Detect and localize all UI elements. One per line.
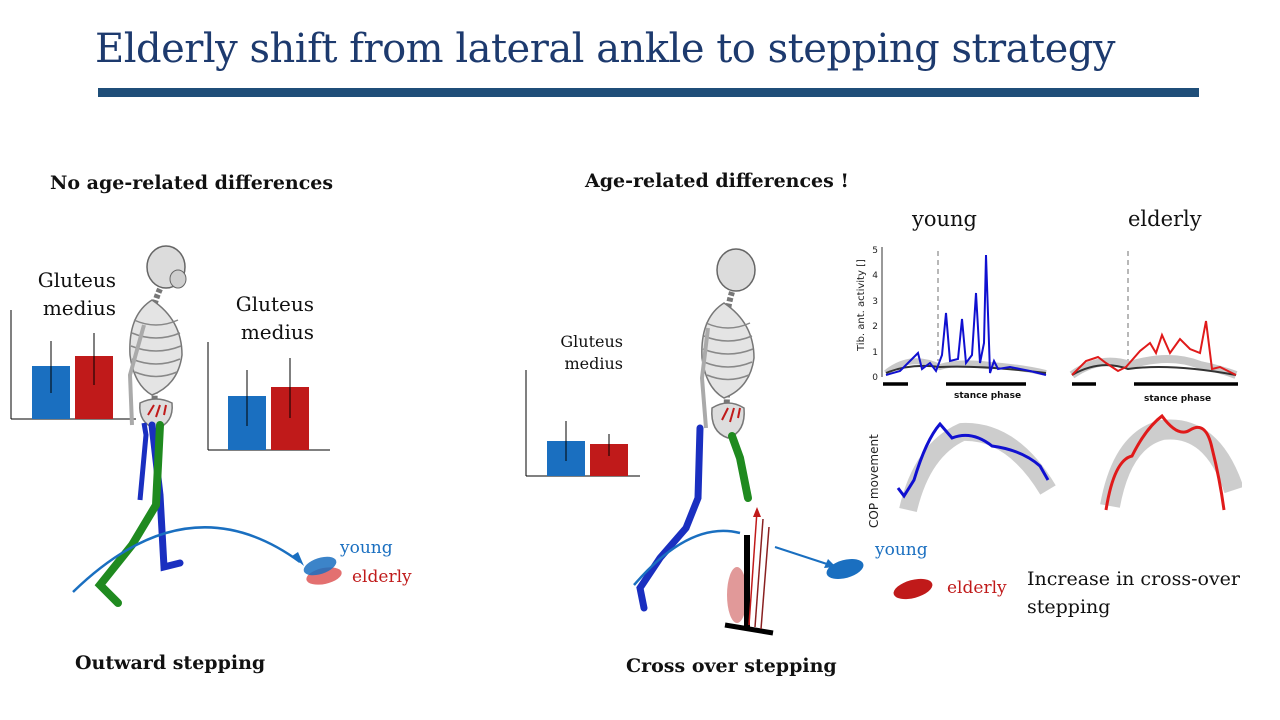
pelvis <box>711 402 745 439</box>
arm <box>127 324 146 426</box>
cross-over-note: Increase in cross-over stepping <box>1027 568 1241 618</box>
left-caption: Outward stepping <box>75 652 266 674</box>
stance-label-young: stance phase <box>954 391 1021 401</box>
muscle-label-1: Gluteus medius <box>37 268 116 320</box>
crossing-leg <box>636 424 704 612</box>
foot-placement-left <box>303 556 342 585</box>
tick-4: 4 <box>872 271 878 281</box>
foot-young-right <box>826 559 864 579</box>
ribs <box>130 319 182 378</box>
stance-leg-arm <box>137 422 149 501</box>
skeleton-outward-stepping <box>94 245 187 607</box>
elderly-label-right: elderly <box>947 578 1007 598</box>
emg-elderly-trace <box>1071 320 1237 376</box>
trajectory-line <box>633 529 741 586</box>
right-heading: Age-related differences ! <box>585 170 849 192</box>
tick-1: 1 <box>872 348 878 358</box>
tick-5: 5 <box>872 246 878 256</box>
emg-plots: Tib. ant. activity [] 0 1 2 3 4 5 stance… <box>856 246 1238 404</box>
elderly-label-left: elderly <box>352 567 412 587</box>
young-label-left: young <box>340 538 393 558</box>
cop-trials-young <box>899 422 1056 513</box>
right-caption: Cross over stepping <box>626 655 837 677</box>
emg-trials-elderly <box>1069 355 1238 379</box>
bar-chart-left-1 <box>10 310 136 420</box>
force-arrow <box>748 510 758 626</box>
cop-young-trace <box>896 421 1050 499</box>
rib-cage <box>701 302 755 399</box>
trajectory-line <box>72 526 301 593</box>
emg-ylabel: Tib. ant. activity [] <box>856 259 867 352</box>
skeleton-cross-over <box>636 248 756 612</box>
hip-muscles <box>721 407 741 423</box>
foot-elderly-right <box>893 578 933 600</box>
tick-2: 2 <box>872 322 878 332</box>
left-heading: No age-related differences <box>50 172 334 194</box>
force-arrow <box>754 518 764 628</box>
skull <box>716 248 756 292</box>
trajectory-arrowhead <box>292 552 304 566</box>
young-label-right: young <box>875 540 928 560</box>
col-label-elderly: elderly <box>1128 207 1202 231</box>
muscle-label-2: Gluteus medius <box>235 292 314 344</box>
col-label-young: young <box>912 207 977 231</box>
bar-chart-right <box>525 370 640 477</box>
stance-label-elderly: stance phase <box>1144 394 1211 404</box>
stepping-leg <box>94 421 164 607</box>
step-trajectory-arrow <box>72 526 304 593</box>
cop-elderly-trace <box>1104 413 1226 511</box>
jaw <box>169 269 187 289</box>
foot-elderly <box>893 578 933 600</box>
force-arrow <box>760 526 770 630</box>
page-title: Elderly shift from lateral ankle to step… <box>95 26 1115 72</box>
arm <box>699 327 710 429</box>
stance-leg <box>728 432 752 502</box>
emg-young-trace <box>885 254 1047 376</box>
ankle-model <box>724 507 774 636</box>
muscle-label-right: Gluteus medius <box>560 332 623 373</box>
tick-0: 0 <box>872 373 878 383</box>
cop-trials-elderly <box>1100 419 1242 508</box>
emg-ticks: 0 1 2 3 4 5 <box>872 246 878 383</box>
cross-trajectory-arrow <box>633 529 836 586</box>
hip-muscles <box>147 404 167 418</box>
tick-3: 3 <box>872 297 878 307</box>
cop-plots: COP movement <box>867 413 1242 528</box>
title-underline <box>98 88 1199 97</box>
foot-young <box>303 556 337 576</box>
cop-label: COP movement <box>867 434 881 528</box>
ankle-muscle <box>727 567 747 623</box>
ankle-base <box>724 622 774 636</box>
ribs <box>702 322 754 381</box>
trajectory-segment <box>774 546 831 566</box>
emg-mean-elderly <box>1071 364 1237 376</box>
bar-chart-left-2 <box>207 342 330 451</box>
force-arrowhead <box>753 507 761 517</box>
foot-young <box>826 559 864 579</box>
